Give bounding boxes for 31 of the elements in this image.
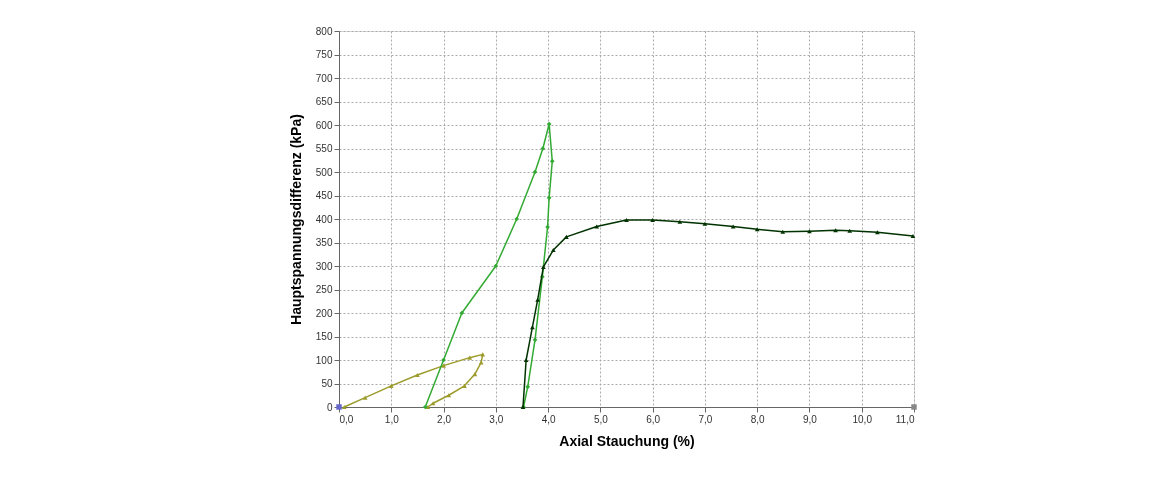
y-tick-label: 300 — [315, 260, 333, 272]
y-tick-label: 400 — [315, 213, 333, 225]
y-axis-title: Hauptspannungsdifferenz (kPa) — [287, 114, 304, 325]
x-tick-label: 7,0 — [698, 413, 713, 425]
x-tick-label: 11,0 — [895, 413, 915, 425]
y-tick-label: 200 — [315, 307, 333, 319]
x-tick-label: 2,0 — [437, 413, 452, 425]
x-tick-label: 6,0 — [646, 413, 661, 425]
y-tick-label: 50 — [321, 378, 333, 389]
y-tick-label: 350 — [315, 237, 333, 248]
y-tick-label: 800 — [315, 25, 333, 37]
x-tick-label: 10,0 — [852, 413, 873, 425]
x-tick-label: 4,0 — [541, 413, 556, 425]
y-tick-label: 700 — [315, 72, 333, 84]
y-tick-label: 450 — [315, 190, 333, 201]
x-axis-title: Axial Stauchung (%) — [559, 432, 695, 449]
x-tick-label: 3,0 — [489, 413, 504, 425]
x-tick-label: 9,0 — [803, 413, 818, 425]
x-tick-label: 5,0 — [593, 413, 609, 425]
x-tick-label: 0,0 — [339, 413, 354, 425]
y-tick-label: 750 — [315, 49, 333, 60]
y-tick-label: 500 — [315, 166, 333, 178]
y-tick-label: 550 — [315, 143, 333, 154]
x-tick-label: 1,0 — [384, 413, 400, 425]
y-tick-label: 650 — [315, 96, 333, 107]
y-tick-label: 0 — [326, 401, 333, 413]
y-tick-label: 100 — [315, 354, 333, 366]
y-tick-label: 600 — [315, 119, 333, 131]
y-tick-label: 250 — [315, 284, 333, 295]
y-tick-label: 150 — [315, 331, 333, 342]
x-tick-label: 8,0 — [750, 413, 766, 425]
